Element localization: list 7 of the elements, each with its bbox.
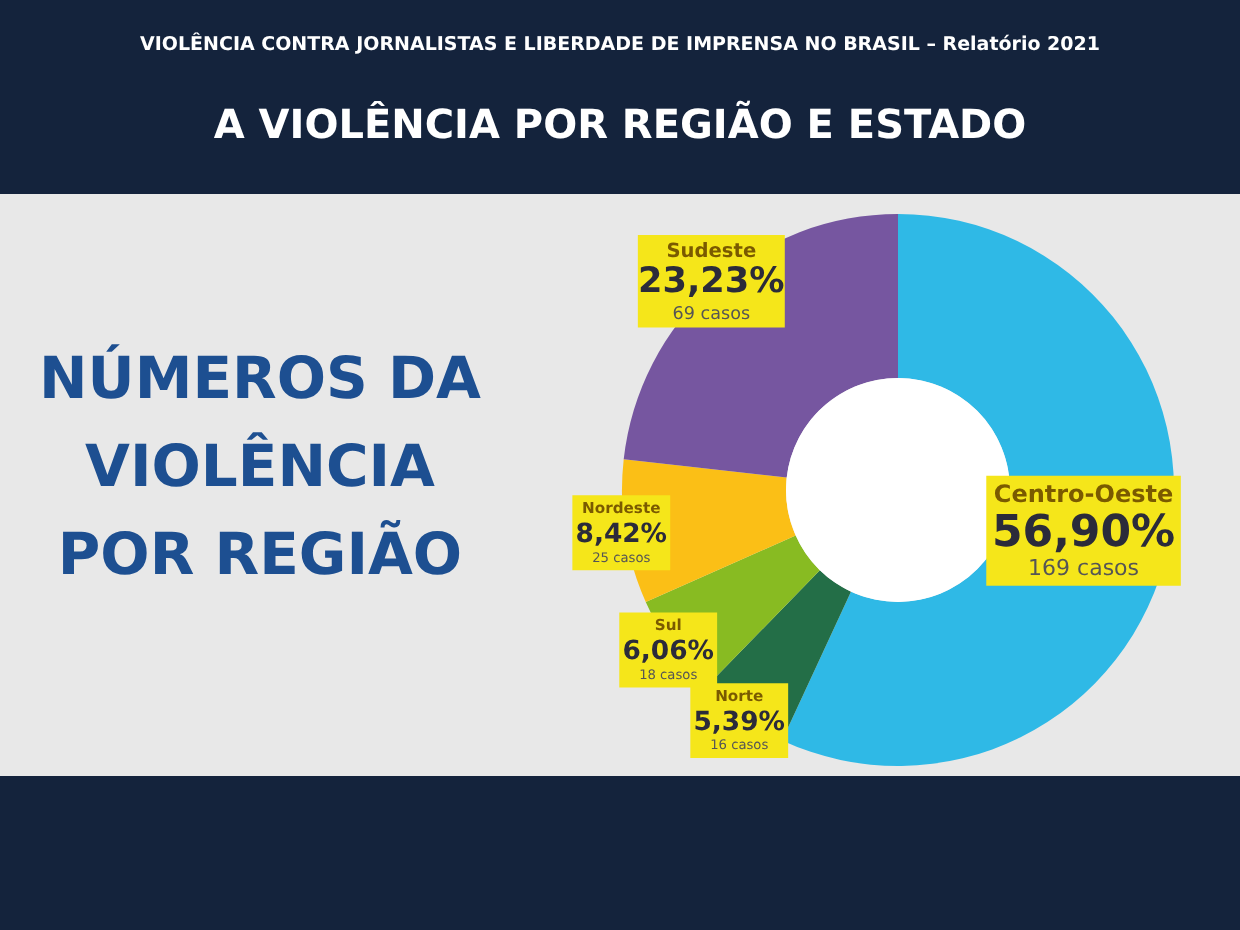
chart-title: A VIOLÊNCIA POR REGIÃO E ESTADO xyxy=(213,100,1027,148)
slice-label: Centro-Oeste xyxy=(993,479,1174,508)
text: 23,23% 69 casos xyxy=(638,262,785,325)
text: 56,90% 169 casos xyxy=(991,507,1176,581)
text: NÚMEROS DA VIOLÊNCIA POR REGIÃO xyxy=(39,344,483,588)
chart-subtitle: VIOLÊNCIA CONTRA JORNALISTAS E LIBERDADE DE IMPRENSA NO BRASIL – Relatório 2021 xyxy=(140,32,1100,56)
slice-label: Sudeste xyxy=(666,240,757,263)
